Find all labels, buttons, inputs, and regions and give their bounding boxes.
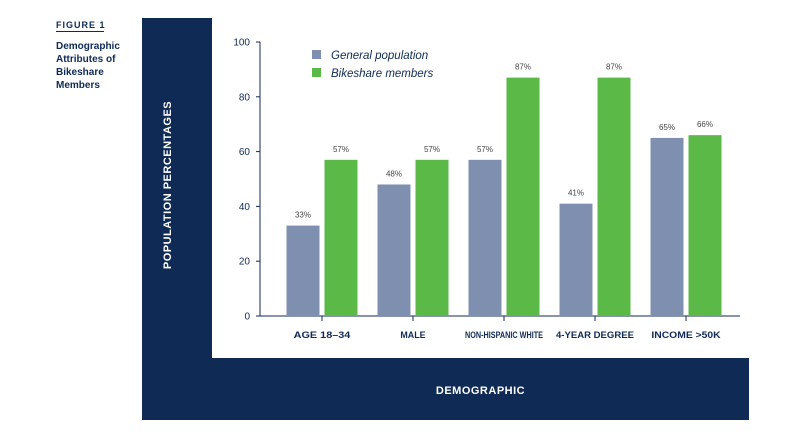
y-tick-label: 20 — [239, 257, 251, 268]
y-tick-label: 60 — [239, 147, 251, 158]
y-tick-label: 40 — [239, 202, 251, 213]
figure-caption-line: Bikeshare — [56, 67, 104, 78]
data-label: 57% — [333, 145, 349, 154]
data-label: 87% — [606, 63, 622, 72]
bar-general — [468, 159, 502, 316]
legend-swatch-general — [312, 50, 321, 59]
bar-bikeshare — [688, 135, 722, 316]
figure-caption-line: Members — [56, 80, 100, 91]
y-tick-label: 80 — [239, 92, 251, 103]
bar-bikeshare — [597, 77, 631, 317]
y-tick-label: 100 — [233, 38, 250, 49]
x-tick-label: 4-YEAR DEGREE — [556, 330, 634, 340]
figure-caption: Demographic Attributes of Bikeshare Memb… — [56, 40, 126, 92]
data-label: 48% — [386, 169, 402, 178]
figure-caption-line: Demographic — [56, 41, 120, 52]
x-tick-label: INCOME >50K — [651, 330, 721, 340]
data-label: 87% — [515, 63, 531, 72]
data-label: 41% — [568, 189, 584, 198]
bar-bikeshare — [415, 159, 449, 316]
figure-label-rule — [56, 31, 104, 32]
x-tick-label: NON-HISPANIC WHITE — [465, 330, 543, 340]
x-axis-title: DEMOGRAPHIC — [435, 385, 526, 397]
bar-general — [286, 225, 320, 316]
legend-swatch-bikeshare — [312, 68, 321, 77]
bar-general — [650, 137, 684, 316]
legend-label: Bikeshare members — [331, 68, 434, 80]
bar-general — [559, 203, 593, 316]
data-label: 66% — [697, 120, 713, 129]
bar-bikeshare — [506, 77, 540, 317]
figure-label: FIGURE 1 — [56, 20, 106, 30]
y-tick-label: 0 — [244, 312, 250, 323]
data-label: 65% — [659, 123, 675, 132]
data-label: 57% — [424, 145, 440, 154]
bar-bikeshare — [324, 159, 358, 316]
bar-general — [377, 184, 411, 316]
figure-caption-line: Attributes of — [56, 54, 116, 65]
legend-label: General population — [331, 50, 428, 62]
data-label: 33% — [295, 211, 311, 220]
data-label: 57% — [477, 145, 493, 154]
x-tick-label: AGE 18–34 — [294, 330, 351, 340]
x-tick-label: MALE — [400, 330, 425, 340]
